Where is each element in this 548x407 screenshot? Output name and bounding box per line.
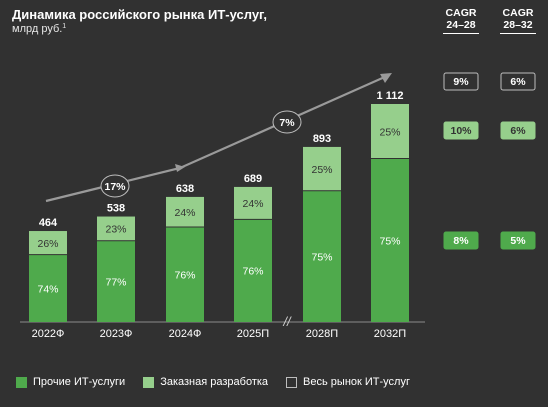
bar-label-other-it: 75% <box>311 251 332 263</box>
x-tick-label: 2025П <box>237 328 269 340</box>
bar-segment-custom-dev <box>234 186 272 220</box>
legend-label-total-market: Весь рынок ИТ-услуг <box>303 376 410 388</box>
cagr-value-other-it: 8% <box>453 235 469 247</box>
trend-annotation-ellipse <box>100 174 130 198</box>
bar-label-other-it: 74% <box>37 283 58 295</box>
bar-total-label: 1 112 <box>377 90 404 102</box>
bar-segment-other-it <box>371 158 409 322</box>
cagr-value-total: 6% <box>510 76 526 88</box>
bar-label-custom-dev: 25% <box>311 164 332 176</box>
bar-segment-custom-dev <box>166 196 204 227</box>
cagr-header-28-32-line2: 28–32 <box>503 19 533 31</box>
bar-total-label: 638 <box>176 183 194 195</box>
bar-label-custom-dev: 23% <box>105 224 126 236</box>
cagr-header-24-28-line2: 24–28 <box>446 19 476 31</box>
axis-break-mark: // <box>282 314 292 329</box>
bar-segment-other-it <box>166 226 204 322</box>
bar-segment-custom-dev <box>371 104 409 159</box>
x-tick-label: 2028П <box>306 328 338 340</box>
bar-total-label: 893 <box>313 133 331 145</box>
bar-label-custom-dev: 24% <box>174 207 195 219</box>
bar-segment-custom-dev <box>303 146 341 191</box>
cagr-badge-custom-dev <box>443 121 479 140</box>
bar-segment-custom-dev <box>29 231 67 255</box>
trend-arrowhead-end <box>380 73 392 83</box>
trend-annotation-ellipse <box>272 110 302 134</box>
cagr-header-28-32: CAGR 28–32 <box>493 7 543 34</box>
bar-segment-other-it <box>303 190 341 322</box>
cagr-value-other-it: 5% <box>510 235 526 247</box>
bar-label-custom-dev: 24% <box>242 198 263 210</box>
legend-label-custom-dev: Заказная разработка <box>160 376 269 388</box>
trend-annotation-label: 17% <box>104 181 126 193</box>
bar-segment-other-it <box>29 254 67 322</box>
x-tick-label: 2022Ф <box>32 328 65 340</box>
cagr-header-underline <box>443 33 479 34</box>
legend-item-custom-dev: Заказная разработка <box>143 376 268 388</box>
cagr-value-custom-dev: 10% <box>450 125 472 137</box>
cagr-header-24-28: CAGR 24–28 <box>436 7 486 34</box>
cagr-value-total: 9% <box>453 76 469 88</box>
cagr-value-custom-dev: 6% <box>510 125 526 137</box>
chart-subtitle: млрд руб.1 <box>12 22 66 36</box>
legend-item-total-market: Весь рынок ИТ-услуг <box>286 376 410 388</box>
legend-item-other-it: Прочие ИТ-услуги <box>16 376 125 388</box>
bar-label-custom-dev: 25% <box>379 126 400 138</box>
cagr-header-24-28-line1: CAGR <box>445 7 477 19</box>
trend-arrowhead-mid <box>175 164 185 172</box>
bar-label-other-it: 76% <box>174 269 195 281</box>
bar-label-other-it: 75% <box>379 235 400 247</box>
legend-swatch-dark-green <box>16 376 27 388</box>
bar-label-other-it: 76% <box>242 266 263 278</box>
legend-label-other-it: Прочие ИТ-услуги <box>33 376 126 388</box>
cagr-badge-custom-dev <box>500 121 536 140</box>
cagr-badge-other-it <box>443 231 479 250</box>
bar-label-custom-dev: 26% <box>37 238 58 250</box>
footnote-mark: 1 <box>62 23 67 30</box>
trend-annotation-label: 7% <box>279 117 295 129</box>
bar-segment-other-it <box>234 219 272 322</box>
x-tick-label: 2024Ф <box>169 328 202 340</box>
legend: Прочие ИТ-услуги Заказная разработка Вес… <box>16 376 420 388</box>
bar-total-label: 464 <box>39 217 58 229</box>
subtitle-text: млрд руб. <box>12 23 63 35</box>
bar-total-label: 689 <box>244 173 262 185</box>
bar-segment-other-it <box>97 240 135 322</box>
cagr-header-28-32-line1: CAGR <box>502 7 534 19</box>
bar-total-label: 538 <box>107 203 125 215</box>
x-tick-label: 2032П <box>374 328 406 340</box>
cagr-badge-total <box>443 72 479 91</box>
legend-swatch-light-green <box>143 376 155 388</box>
bar-segment-custom-dev <box>97 216 135 241</box>
bar-label-other-it: 77% <box>105 276 126 288</box>
legend-swatch-outline <box>286 376 298 388</box>
cagr-badge-other-it <box>500 231 536 250</box>
chart-title: Динамика российского рынка ИТ-услуг, <box>12 7 267 22</box>
cagr-badge-total <box>500 72 536 91</box>
x-tick-label: 2023Ф <box>100 328 133 340</box>
cagr-header-underline <box>500 33 536 34</box>
